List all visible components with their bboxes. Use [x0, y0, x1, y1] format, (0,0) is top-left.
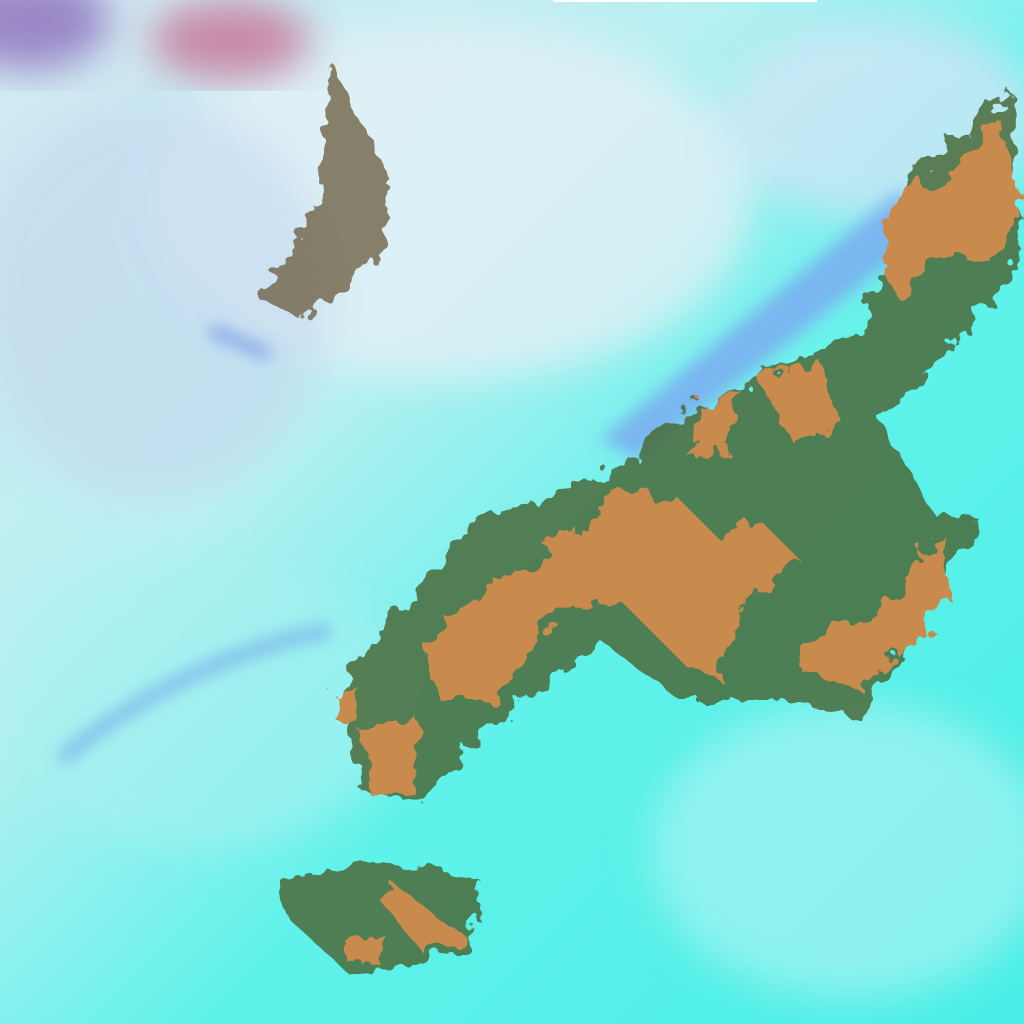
- dune-streak: [260, 60, 390, 320]
- cloud-shadow-band: [55, 190, 930, 766]
- land-patches: [280, 90, 1024, 975]
- desert-region: [0, 0, 310, 80]
- top-edge-marker: [553, 0, 817, 2]
